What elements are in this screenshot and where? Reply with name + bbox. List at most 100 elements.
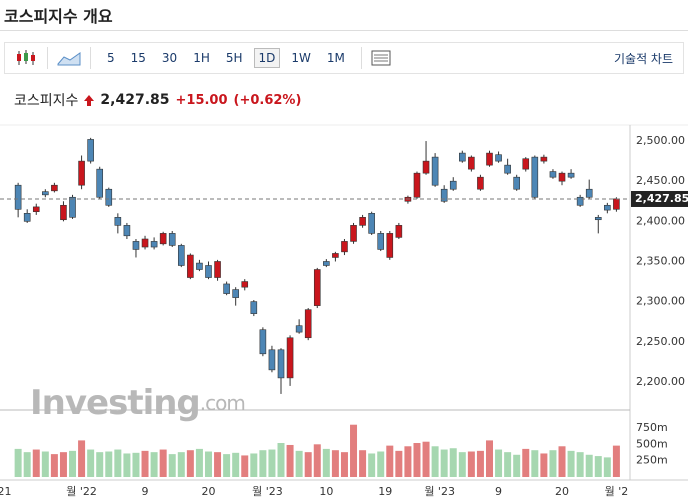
candle-body [549,171,557,178]
candle-body [214,261,221,278]
candle-body [531,156,539,198]
technical-chart-link[interactable]: 기술적 차트 [613,51,673,66]
last-price-box [631,190,688,207]
candle-body [187,254,194,278]
volume-bar [141,450,149,477]
x-tick-label: 9 [495,485,502,498]
candle-body [386,233,394,258]
volume-bar [458,452,466,477]
candle-body [567,172,575,178]
candle-body [96,168,104,198]
volume-bar [612,445,620,477]
y-tick-label: 2,450.00 [636,174,685,187]
candle-body [359,217,366,226]
volume-bar [594,456,602,477]
volume-bar [204,451,212,477]
volume-bar [386,445,394,477]
price-change: +15.00 [175,92,228,108]
volume-bar [232,452,240,477]
volume-bar [513,454,521,477]
volume-bar [186,450,194,477]
y-tick-label: 2,200.00 [636,375,685,388]
candle-body [486,152,493,166]
volume-bar [159,449,167,477]
interval-button[interactable]: 1W [291,51,311,65]
candle-body [105,188,113,206]
candle-body [413,172,421,198]
volume-bar [150,452,158,477]
candle-body [431,156,439,186]
x-tick-label: 21 [0,485,12,498]
candle-body [594,217,602,221]
candle-body [259,329,267,355]
candle-body [459,152,466,162]
volume-bar [476,450,484,477]
volume-bar [214,452,222,477]
volume-bar [404,446,412,477]
candle-body [558,172,566,182]
volume-bar [567,450,575,477]
up-arrow [84,95,95,106]
volume-bar [558,446,566,477]
area-icon[interactable] [56,48,82,68]
volume-bar [504,452,512,477]
watermark-brand: Investing [30,383,200,423]
volume-bar [540,453,548,477]
y-tick-label: 2,350.00 [636,254,685,267]
volume-bar [449,448,457,477]
interval-button[interactable]: 1H [193,51,210,65]
volume-bar [223,454,231,477]
toolbar: 5 15 30 1H 5H 1D 1W 1M 기술적 차트 [4,42,684,74]
candle-body [295,325,303,333]
volume-bar [368,453,376,477]
volume-bar [59,452,67,477]
volume-bar [522,448,530,477]
interval-button[interactable]: 5H [225,51,243,65]
candle-body [368,213,375,234]
interval-button[interactable]: 1M [326,51,345,65]
page-title: 코스피지수 개요 [4,7,113,26]
candle-body [495,154,502,162]
volume-bar [277,443,285,477]
candle-body [241,281,249,288]
candle-body [232,289,239,298]
volume-bar [114,449,122,477]
table-icon[interactable] [370,48,392,68]
volume-bar [549,450,557,477]
interval-button[interactable]: 5 [107,51,115,65]
candle-body [522,158,530,170]
interval-button[interactable]: 15 [130,51,146,65]
x-tick-label: 월 '23 [252,485,283,498]
interval-button[interactable]: 30 [161,51,178,65]
candle-body [196,262,203,270]
x-tick-label: 월 '2 [605,485,629,498]
candle-body [332,253,339,258]
volume-bar [350,424,358,477]
candle-body [377,233,385,250]
candle-body [150,241,158,248]
volume-bar [123,453,131,477]
volume-bar [69,450,77,477]
x-tick-label: 10 [319,485,333,498]
volume-bar [14,448,22,477]
candle-body [205,265,212,278]
candle-icon[interactable] [13,48,39,68]
candle-body [14,184,22,210]
candle-body [513,176,520,190]
separator [360,47,362,69]
candle-body [32,206,40,213]
volume-bar [340,452,348,477]
separator [90,47,91,69]
interval-button[interactable]: 1D [253,48,281,68]
volume-bar [250,453,258,477]
watermark: Investing.com [30,383,245,423]
volume-bar [41,451,49,477]
volume-bar [395,450,403,477]
candle-body [313,269,321,306]
candle-body [132,241,140,250]
volume-bar [132,452,140,477]
y-tick-label: 2,500.00 [636,134,685,147]
volume-bar [322,448,330,477]
x-tick-label: 20 [201,485,215,498]
candle-body [159,233,167,245]
